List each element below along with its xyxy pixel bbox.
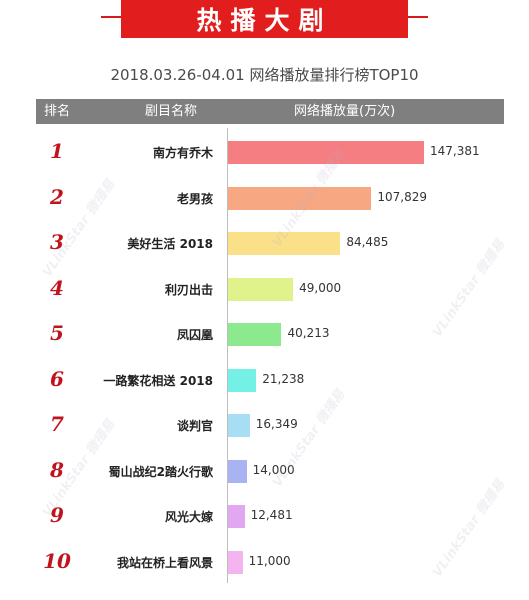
- bar: [228, 141, 424, 164]
- data-label: 21,238: [262, 371, 305, 386]
- data-label: 147,381: [430, 144, 480, 158]
- rank-number: 7: [50, 412, 64, 436]
- header-name: 剧目名称: [145, 104, 198, 119]
- category-label: 利刃出击: [164, 282, 213, 297]
- category-label: 一路繁花相送 2018: [103, 373, 213, 388]
- bar: [228, 277, 294, 301]
- category-label: 风光大嫁: [164, 510, 213, 524]
- data-label: 11,000: [248, 553, 291, 568]
- category-label: 我站在桥上看风景: [116, 555, 213, 570]
- rank-number: 10: [43, 548, 71, 573]
- rank-number: 8: [50, 457, 64, 482]
- banner-line-right: [408, 16, 428, 18]
- data-label: 40,213: [287, 326, 330, 340]
- category-label: 老男孩: [176, 191, 213, 206]
- bar: [228, 414, 250, 437]
- rank-number: 9: [50, 503, 64, 527]
- watermark: VLinkStar 微播易: [430, 237, 509, 341]
- banner-line-left: [101, 16, 121, 18]
- data-label: 16,349: [255, 417, 298, 431]
- bar: [228, 459, 247, 483]
- chart-subtitle: 2018.03.26-04.01 网络播放量排行榜TOP10: [110, 66, 419, 84]
- bar: [228, 368, 257, 392]
- data-label: 84,485: [346, 235, 389, 249]
- bar: [228, 323, 282, 346]
- rank-number: 2: [50, 184, 64, 209]
- category-label: 美好生活 2018: [127, 237, 213, 251]
- bar: [228, 232, 341, 255]
- value-axis: [227, 128, 228, 583]
- bar: [228, 505, 245, 528]
- data-label: 12,481: [250, 508, 293, 522]
- title-banner: 热播大剧: [0, 0, 529, 52]
- bar: [228, 186, 372, 210]
- header-rank: 排名: [44, 104, 71, 119]
- banner-title: 热播大剧: [121, 0, 408, 38]
- rank-number: 6: [50, 366, 64, 391]
- category-label: 蜀山战纪2踏火行歌: [108, 464, 213, 479]
- category-label: 谈判官: [176, 419, 213, 433]
- rank-number: 1: [50, 139, 64, 163]
- bar-chart: 1 南方有乔木 147,381 2 老男孩 107,829 3 美好生活 2018 84,485…: [0, 128, 529, 600]
- table-header: 排名 剧目名称 网络播放量(万次): [36, 99, 504, 124]
- category-label: 南方有乔木: [152, 146, 213, 160]
- category-label: 凤囚凰: [176, 328, 213, 342]
- watermark: VLinkStar 微播易: [430, 477, 509, 581]
- data-label: 49,000: [299, 280, 342, 295]
- data-label: 14,000: [252, 462, 295, 477]
- bar: [228, 550, 243, 574]
- data-label: 107,829: [377, 189, 428, 204]
- rank-number: 4: [50, 275, 64, 300]
- rank-number: 5: [50, 321, 64, 345]
- header-value: 网络播放量(万次): [294, 104, 396, 119]
- rank-number: 3: [50, 230, 64, 254]
